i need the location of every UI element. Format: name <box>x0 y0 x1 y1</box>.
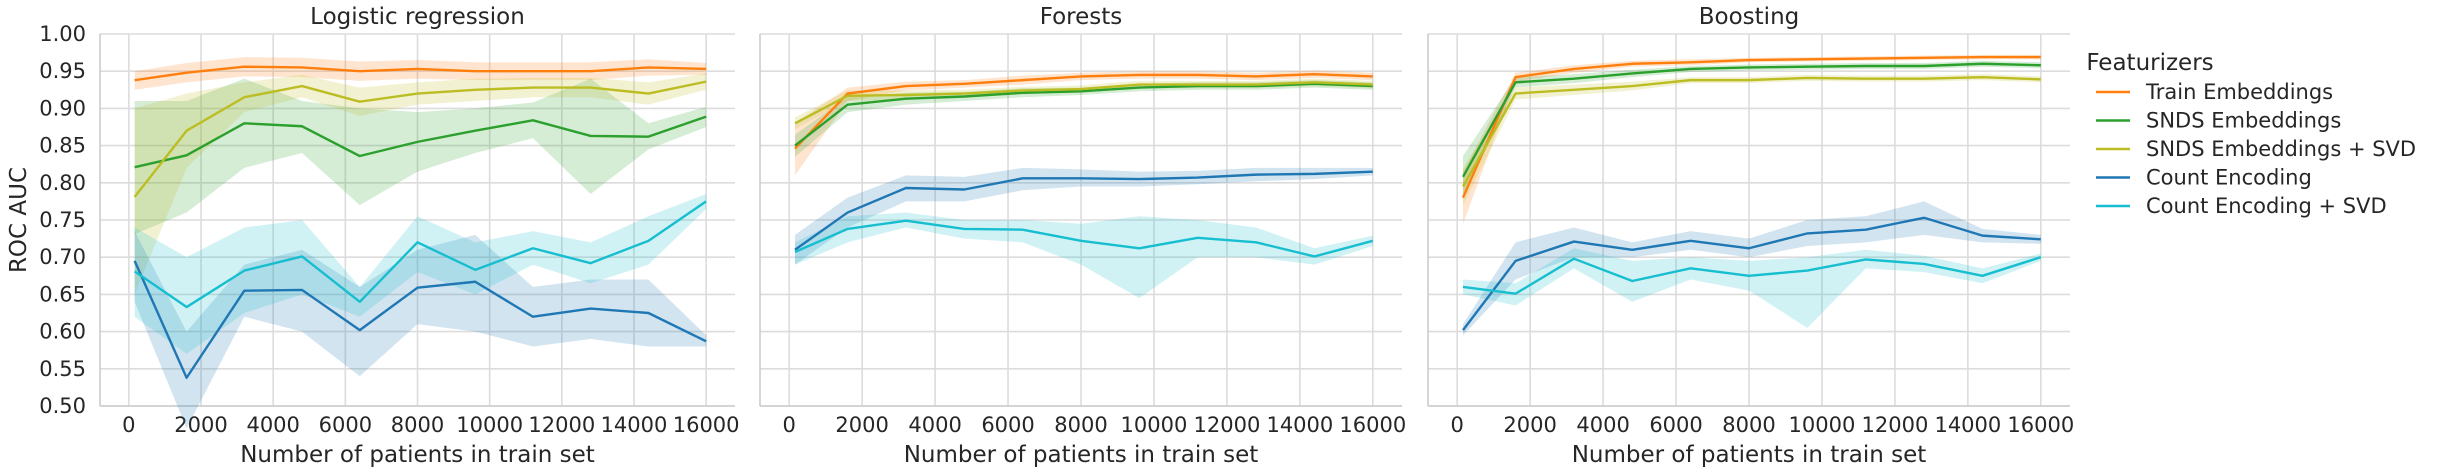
x-axis-label: Number of patients in train set <box>904 442 1259 468</box>
line-train-embeddings <box>1461 55 2041 199</box>
series-lines <box>1461 55 2042 331</box>
x-tick-label: 0 <box>1450 413 1463 437</box>
legend: Featurizers Train Embeddings SNDS Embeddi… <box>2086 50 2416 218</box>
x-tick-label: 14000 <box>601 413 668 437</box>
x-tick-label: 8000 <box>391 413 444 437</box>
x-tick-label: 6000 <box>319 413 372 437</box>
y-tick-label: 0.95 <box>39 59 86 83</box>
y-tick-label: 0.60 <box>39 320 86 344</box>
line-count-encoding-svd <box>1462 256 2042 295</box>
y-tick-label: 0.70 <box>39 245 86 269</box>
legend-entry: SNDS Embeddings <box>2096 109 2341 133</box>
legend-title: Featurizers <box>2086 50 2213 76</box>
x-tick-label: 12000 <box>1194 413 1261 437</box>
y-tick-label: 0.50 <box>39 394 86 418</box>
band-snds-embeddings-svd <box>134 73 707 295</box>
legend-label: Count Encoding <box>2146 166 2312 190</box>
x-tick-label: 10000 <box>1121 413 1188 437</box>
x-tick-label: 0 <box>782 413 795 437</box>
x-tick-label: 6000 <box>1649 413 1702 437</box>
x-tick-label: 16000 <box>673 413 740 437</box>
legend-entry: Train Embeddings <box>2096 80 2333 104</box>
legend-label: SNDS Embeddings + SVD <box>2146 137 2416 161</box>
band-snds-embeddings <box>795 80 1373 157</box>
y-tick-label: 0.75 <box>39 208 86 232</box>
y-tick-label: 0.65 <box>39 282 86 306</box>
panel-title: Boosting <box>1699 4 1800 30</box>
confidence-bands <box>1463 54 2041 336</box>
panels-group: 0 2000 4000 6000 8000 10000 12000 14000 160000.5… <box>6 4 2074 468</box>
line-snds-embeddings-svd <box>794 81 1373 125</box>
band-count-encoding-svd <box>795 212 1373 299</box>
x-tick-label: 2000 <box>174 413 227 437</box>
x-tick-label: 6000 <box>981 413 1034 437</box>
band-snds-embeddings-svd <box>1463 74 2041 206</box>
confidence-bands <box>134 57 707 429</box>
legend-entry: Count Encoding <box>2096 166 2312 190</box>
grid <box>100 33 735 407</box>
x-tick-label: 2000 <box>1503 413 1556 437</box>
line-count-encoding <box>133 260 707 379</box>
x-tick-label: 14000 <box>1934 413 2001 437</box>
panel-title: Logistic regression <box>310 4 525 30</box>
confidence-bands <box>795 70 1373 299</box>
x-tick-label: 4000 <box>908 413 961 437</box>
x-tick-label: 12000 <box>528 413 595 437</box>
band-count-encoding-svd <box>134 193 707 354</box>
line-count-encoding <box>1462 216 2041 331</box>
line-snds-embeddings <box>794 82 1373 147</box>
x-axis-label: Number of patients in train set <box>1572 442 1927 468</box>
line-count-encoding <box>794 170 1373 251</box>
line-train-embeddings <box>134 65 707 82</box>
x-axis-label: Number of patients in train set <box>240 442 595 468</box>
band-count-encoding <box>134 231 707 429</box>
x-tick-label: 10000 <box>456 413 523 437</box>
y-axis-label: ROC AUC <box>6 167 32 273</box>
line-snds-embeddings-svd <box>133 80 707 198</box>
panel-2: 0 2000 4000 6000 8000 10000 12000 14000 16000 Num… <box>759 4 1406 468</box>
line-train-embeddings <box>794 72 1373 150</box>
line-snds-embeddings <box>1461 62 2041 178</box>
x-tick-label: 8000 <box>1054 413 1107 437</box>
x-tick-label: 8000 <box>1722 413 1775 437</box>
grid <box>1428 33 2070 407</box>
x-tick-label: 2000 <box>835 413 888 437</box>
band-count-encoding-svd <box>1463 248 2041 328</box>
x-tick-label: 4000 <box>246 413 299 437</box>
legend-entry: SNDS Embeddings + SVD <box>2096 137 2416 161</box>
y-tick-label: 0.80 <box>39 171 86 195</box>
x-tick-label: 12000 <box>1862 413 1929 437</box>
y-tick-label: 0.90 <box>39 96 86 120</box>
legend-label: SNDS Embeddings <box>2146 109 2341 133</box>
band-count-encoding <box>795 167 1373 265</box>
y-tick-label: 1.00 <box>39 22 86 46</box>
x-tick-label: 14000 <box>1266 413 1333 437</box>
legend-label: Train Embeddings <box>2145 80 2333 104</box>
series-lines <box>794 72 1374 258</box>
legend-entry: Count Encoding + SVD <box>2096 194 2387 218</box>
band-count-encoding <box>1463 201 2041 336</box>
panel-title: Forests <box>1040 4 1123 30</box>
legend-entries: Train Embeddings SNDS Embeddings SNDS Embe… <box>2096 80 2416 218</box>
x-tick-label: 16000 <box>2007 413 2074 437</box>
x-tick-label: 0 <box>122 413 135 437</box>
x-tick-label: 4000 <box>1576 413 1629 437</box>
band-snds-embeddings-svd <box>795 78 1373 130</box>
panel-3: 0 2000 4000 6000 8000 10000 12000 14000 16000 Num… <box>1427 4 2074 468</box>
y-tick-label: 0.85 <box>39 134 86 158</box>
legend-label: Count Encoding + SVD <box>2146 194 2387 218</box>
panel-1: 0 2000 4000 6000 8000 10000 12000 14000 16000 0.5… <box>6 4 740 468</box>
line-count-encoding-svd <box>794 219 1374 258</box>
x-tick-label: 16000 <box>1339 413 1406 437</box>
series-lines <box>133 65 707 379</box>
x-tick-label: 10000 <box>1789 413 1856 437</box>
band-train-embeddings <box>134 57 707 90</box>
line-snds-embeddings-svd <box>1461 75 2041 188</box>
band-snds-embeddings <box>134 78 707 235</box>
y-tick-label: 0.55 <box>39 357 86 381</box>
line-snds-embeddings <box>134 115 707 169</box>
line-count-encoding-svd <box>133 200 707 309</box>
